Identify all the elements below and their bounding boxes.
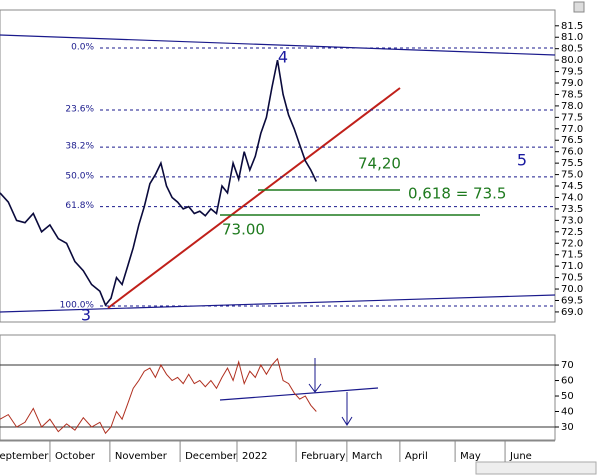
y-tick-label: 71.0 [561,261,583,272]
y-tick-label: 75.0 [561,170,583,181]
y-tick-label: 40 [561,407,574,418]
y-tick-label: 78.5 [561,89,583,100]
y-tick-label: 71.5 [561,250,583,261]
y-tick-label: 60 [561,376,574,387]
channel-top [0,34,556,56]
x-tick-label: February [301,451,345,462]
y-tick-label: 70.5 [561,273,583,284]
annotation: 74,20 [358,155,401,173]
trend-line [107,87,401,309]
y-tick-label: 77.5 [561,112,583,123]
x-tick-label: May [460,451,481,462]
x-tick-label: June [509,451,532,462]
x-tick-label: March [352,451,382,462]
y-tick-label: 74.5 [561,181,583,192]
y-tick-label: 79.0 [561,78,583,89]
arrow-head [308,383,322,393]
y-tick-label: 70 [561,360,574,371]
fib-label: 61.8% [65,201,94,211]
y-tick-label: 75.5 [561,158,583,169]
wave-label: 4 [278,48,288,67]
series-line [0,357,317,435]
y-tick-label: 74.0 [561,192,583,203]
wave-label: 3 [81,306,91,325]
fib-label: 0.0% [71,42,94,52]
scale-button[interactable] [573,1,585,13]
arrow-head [341,416,353,426]
y-tick-label: 30 [561,422,574,433]
fib-label: 100.0% [60,300,95,310]
x-tick-label: April [405,451,428,462]
wave-label: 5 [517,151,527,170]
y-tick-label: 78.0 [561,101,583,112]
x-tick-label: November [115,451,168,462]
x-tick-label: eptember [0,451,49,462]
annotation: 73.00 [222,221,265,239]
y-tick-label: 72.0 [561,238,583,249]
channel-bottom [0,294,556,313]
y-tick-label: 76.0 [561,147,583,158]
y-tick-label: 73.5 [561,204,583,215]
y-tick-label: 76.5 [561,135,583,146]
y-tick-label: 80.5 [561,44,583,55]
oscillator-panel [0,334,556,441]
y-tick-label: 72.5 [561,227,583,238]
toolbar[interactable] [475,461,597,475]
fib-label: 38.2% [65,142,94,152]
x-tick-label: December [185,451,238,462]
osc-trend-line [219,387,379,401]
x-tick-label: October [55,451,96,462]
series-line [0,59,318,307]
y-tick-label: 70.0 [561,284,583,295]
price-panel [0,9,556,323]
y-tick-label: 81.0 [561,32,583,43]
y-tick-label: 79.5 [561,67,583,78]
y-tick-label: 77.0 [561,124,583,135]
y-tick-label: 81.5 [561,21,583,32]
annotation: 0,618 = 73.5 [408,185,506,203]
y-tick-label: 80.0 [561,55,583,66]
x-tick-label: 2022 [242,451,267,462]
fib-label: 50.0% [65,171,94,181]
y-tick-label: 69.0 [561,307,583,318]
y-tick-label: 73.0 [561,215,583,226]
fib-label: 23.6% [65,105,94,115]
y-tick-label: 50 [561,391,574,402]
y-tick-label: 69.5 [561,295,583,306]
